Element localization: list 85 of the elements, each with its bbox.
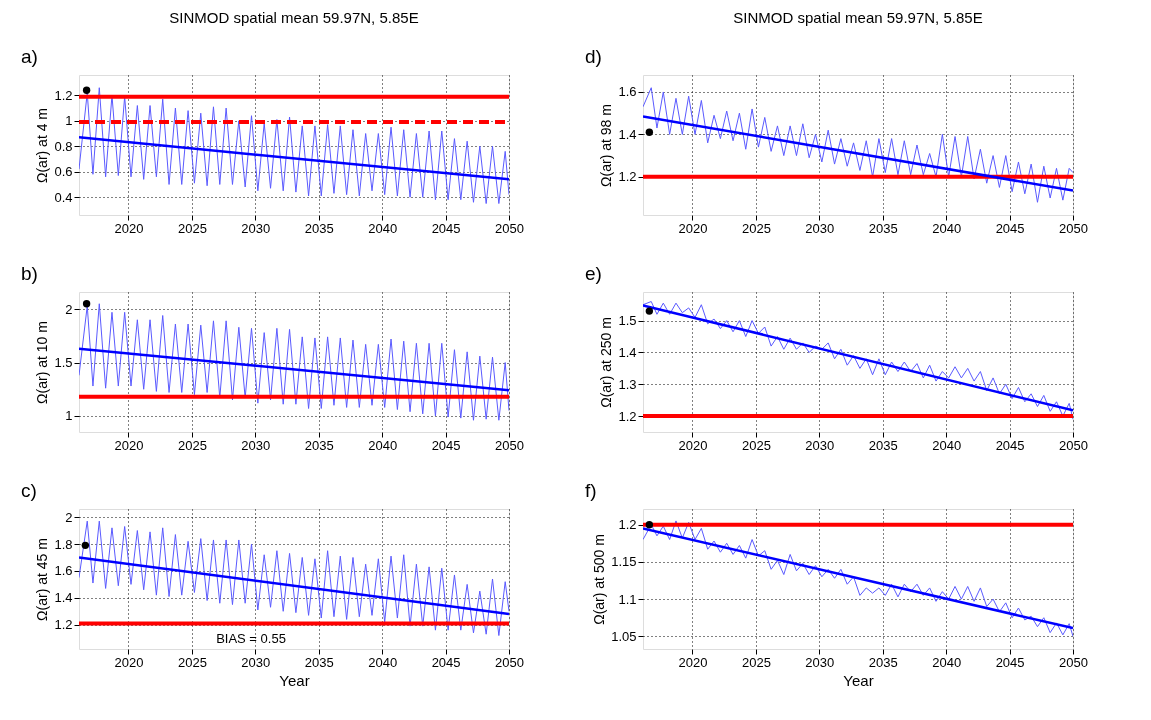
x-tick-label: 2035 xyxy=(304,437,334,453)
x-tick-label: 2045 xyxy=(995,654,1025,670)
y-tick-label: 1.15 xyxy=(611,554,637,570)
x-tick-label: 2045 xyxy=(995,437,1025,453)
line-series xyxy=(79,87,509,205)
text: d) xyxy=(585,46,602,67)
x-tick-label: 2030 xyxy=(241,220,271,236)
y-tick-label: 2 xyxy=(65,509,73,525)
y-tick-label: 1.6 xyxy=(54,563,73,579)
text: e) xyxy=(585,263,602,284)
x-tick-label: 2035 xyxy=(868,654,898,670)
x-tick-label: 2025 xyxy=(177,654,207,670)
x-tick-label: 2045 xyxy=(431,437,461,453)
y-tick-label: 1 xyxy=(65,113,73,129)
x-tick-label: 2030 xyxy=(241,654,271,670)
x-tick-label: 2030 xyxy=(805,437,835,453)
y-tick-label: 2 xyxy=(65,301,73,317)
x-tick-label: 2035 xyxy=(868,220,898,236)
x-tick-label: 2040 xyxy=(932,220,962,236)
y-tick-label: 1.6 xyxy=(618,84,637,100)
y-axis-title: Ω(ar) at 45 m xyxy=(34,538,51,621)
x-tick-label: 2020 xyxy=(114,654,144,670)
x-tick-label: 2025 xyxy=(741,654,771,670)
y-tick-label: 1.4 xyxy=(618,126,637,142)
x-tick-label: 2020 xyxy=(678,654,708,670)
y-tick-label: 0.6 xyxy=(54,164,73,180)
y-tick-label: 1.4 xyxy=(54,590,73,606)
x-tick-label: 2050 xyxy=(1059,437,1088,453)
x-tick-label: 2035 xyxy=(304,654,334,670)
x-tick-label: 2020 xyxy=(114,437,144,453)
y-tick-label: 1.8 xyxy=(54,536,73,552)
y-tick-label: 1.2 xyxy=(618,408,637,424)
y-tick-label: 0.8 xyxy=(54,138,73,154)
text: c) xyxy=(21,480,37,501)
x-tick-label: 2040 xyxy=(368,437,398,453)
x-tick-label: 2040 xyxy=(932,437,962,453)
y-tick-label: 0.4 xyxy=(54,189,73,205)
y-tick-label: 1.3 xyxy=(618,376,637,392)
x-tick-label: 2050 xyxy=(495,220,524,236)
x-tick-label: 2025 xyxy=(177,220,207,236)
y-tick-label: 1.2 xyxy=(618,169,637,185)
x-tick-label: 2040 xyxy=(368,220,398,236)
x-tick-label: 2050 xyxy=(495,654,524,670)
x-tick-label: 2020 xyxy=(114,220,144,236)
x-tick-label: 2045 xyxy=(995,220,1025,236)
chart-title: SINMOD spatial mean 59.97N, 5.85E xyxy=(733,9,983,26)
x-tick-label: 2050 xyxy=(1059,654,1088,670)
y-axis-title: Ω(ar) at 10 m xyxy=(34,321,51,404)
y-tick-label: 1.2 xyxy=(54,87,73,103)
y-tick-label: 1.1 xyxy=(618,591,637,607)
x-tick-label: 2040 xyxy=(932,654,962,670)
line-series xyxy=(643,87,1073,203)
x-tick-label: 2050 xyxy=(495,437,524,453)
y-axis-title: Ω(ar) at 98 m xyxy=(598,104,615,187)
x-tick-label: 2030 xyxy=(805,654,835,670)
x-tick-label: 2035 xyxy=(868,437,898,453)
text: f) xyxy=(585,480,597,501)
y-axis-title: Ω(ar) at 500 m xyxy=(591,534,608,625)
x-tick-label: 2050 xyxy=(1059,220,1088,236)
text: a) xyxy=(21,46,38,67)
x-tick-label: 2040 xyxy=(368,654,398,670)
text: b) xyxy=(21,263,38,284)
x-tick-label: 2025 xyxy=(177,437,207,453)
x-tick-label: 2045 xyxy=(431,220,461,236)
x-tick-label: 2020 xyxy=(678,437,708,453)
x-tick-label: 2025 xyxy=(741,437,771,453)
x-tick-label: 2020 xyxy=(678,220,708,236)
x-tick-label: 2035 xyxy=(304,220,334,236)
x-tick-label: 2045 xyxy=(431,654,461,670)
y-axis-title: Ω(ar) at 250 m xyxy=(598,317,615,408)
y-axis-title: Ω(ar) at 4 m xyxy=(34,107,51,184)
y-tick-label: 1.2 xyxy=(618,517,637,533)
x-tick-label: 2030 xyxy=(241,437,271,453)
y-tick-label: 1 xyxy=(65,408,73,424)
x-axis-title: Year xyxy=(843,671,874,689)
x-tick-label: 2030 xyxy=(805,220,835,236)
y-tick-label: 1.2 xyxy=(54,617,73,633)
x-tick-label: 2025 xyxy=(741,220,771,236)
chart-title: SINMOD spatial mean 59.97N, 5.85E xyxy=(169,9,419,26)
y-tick-label: 1.05 xyxy=(611,628,637,644)
y-tick-label: 1.5 xyxy=(618,313,637,329)
annotation: BIAS = 0.55 xyxy=(216,631,286,646)
y-tick-label: 1.4 xyxy=(618,344,637,360)
y-tick-label: 1.5 xyxy=(54,355,73,371)
x-axis-title: Year xyxy=(279,671,310,689)
